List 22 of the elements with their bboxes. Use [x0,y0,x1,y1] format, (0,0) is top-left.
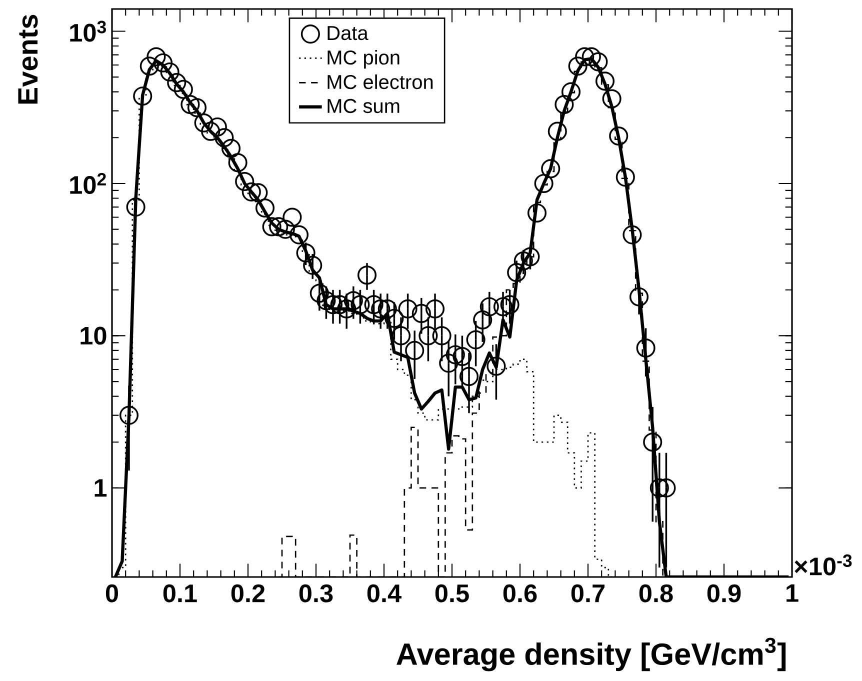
x-tick-label: 0.1 [163,584,197,602]
legend-label: MC sum [328,98,400,114]
y-tick-label: 10$^{2}$ [70,172,106,194]
x-tick-label: 0.5 [435,584,469,602]
x-tick-label: 0.9 [707,584,741,602]
x-tick-label: 0 [106,584,118,602]
y-axis-title: Events [18,14,38,104]
x-tick-label: 0.2 [231,584,265,602]
legend-label: MC electron [328,74,433,90]
y-tick-label: 10$^{3}$ [70,20,106,42]
legend-label: Data [328,26,368,40]
x-tick-label: 0.6 [503,584,537,602]
legend-label: MC pion [328,50,400,69]
x-axis-title: Average density [GeV/cm$^{3}$] [396,638,786,672]
x-tick-label: 0.8 [639,584,673,602]
x-tick-label: 0.4 [367,584,402,602]
x-tick-label: 0.7 [571,584,604,602]
y-tick-label: 10 [80,326,106,345]
x-tick-label: 1 [786,584,798,602]
text: ×10$^{-3}$ [794,554,852,576]
y-tick-label: 1 [94,479,107,497]
x-tick-label: 0.3 [299,584,333,602]
